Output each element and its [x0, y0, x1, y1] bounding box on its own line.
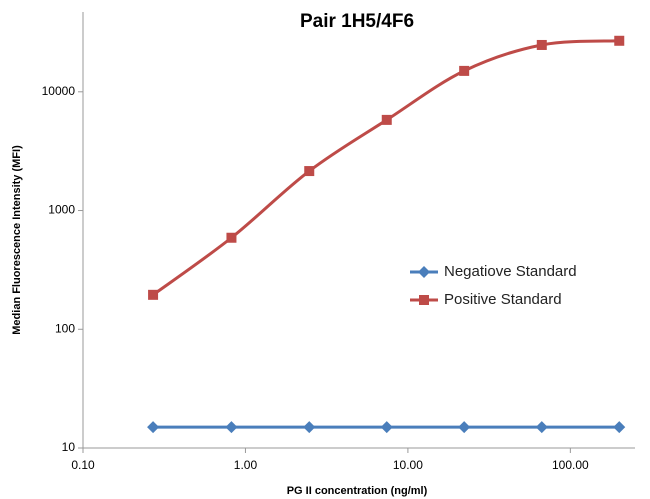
x-axis-title: PG II concentration (ng/ml) [287, 485, 428, 497]
legend-label: Positive Standard [444, 291, 562, 308]
diamond-marker [613, 421, 626, 434]
diamond-marker [458, 421, 471, 434]
square-marker [614, 35, 625, 46]
y-tick-label: 10 [62, 440, 76, 454]
diamond-marker [380, 421, 393, 434]
square-marker [459, 65, 470, 76]
square-marker [148, 289, 159, 300]
square-marker [226, 232, 237, 243]
diamond-marker [535, 421, 548, 434]
diamond-marker [225, 421, 238, 434]
square-marker [536, 39, 547, 50]
legend-label: Negatiove Standard [444, 263, 577, 280]
y-tick-label: 100 [55, 321, 75, 335]
legend-marker [419, 295, 429, 305]
x-tick-label: 100.00 [552, 458, 589, 472]
chart-title: Pair 1H5/4F6 [300, 11, 414, 32]
legend-marker [418, 266, 430, 278]
square-marker [381, 114, 392, 125]
y-tick-label: 10000 [42, 84, 76, 98]
series-line [152, 39, 620, 297]
square-marker [304, 166, 315, 177]
diamond-marker [303, 421, 316, 434]
diamond-marker [147, 421, 160, 434]
x-tick-label: 10.00 [393, 458, 423, 472]
y-axis-title: Median Fluorescence Intensity (MFI) [11, 145, 23, 335]
x-tick-label: 0.10 [71, 458, 95, 472]
x-tick-label: 1.00 [234, 458, 258, 472]
y-tick-label: 1000 [48, 203, 75, 217]
